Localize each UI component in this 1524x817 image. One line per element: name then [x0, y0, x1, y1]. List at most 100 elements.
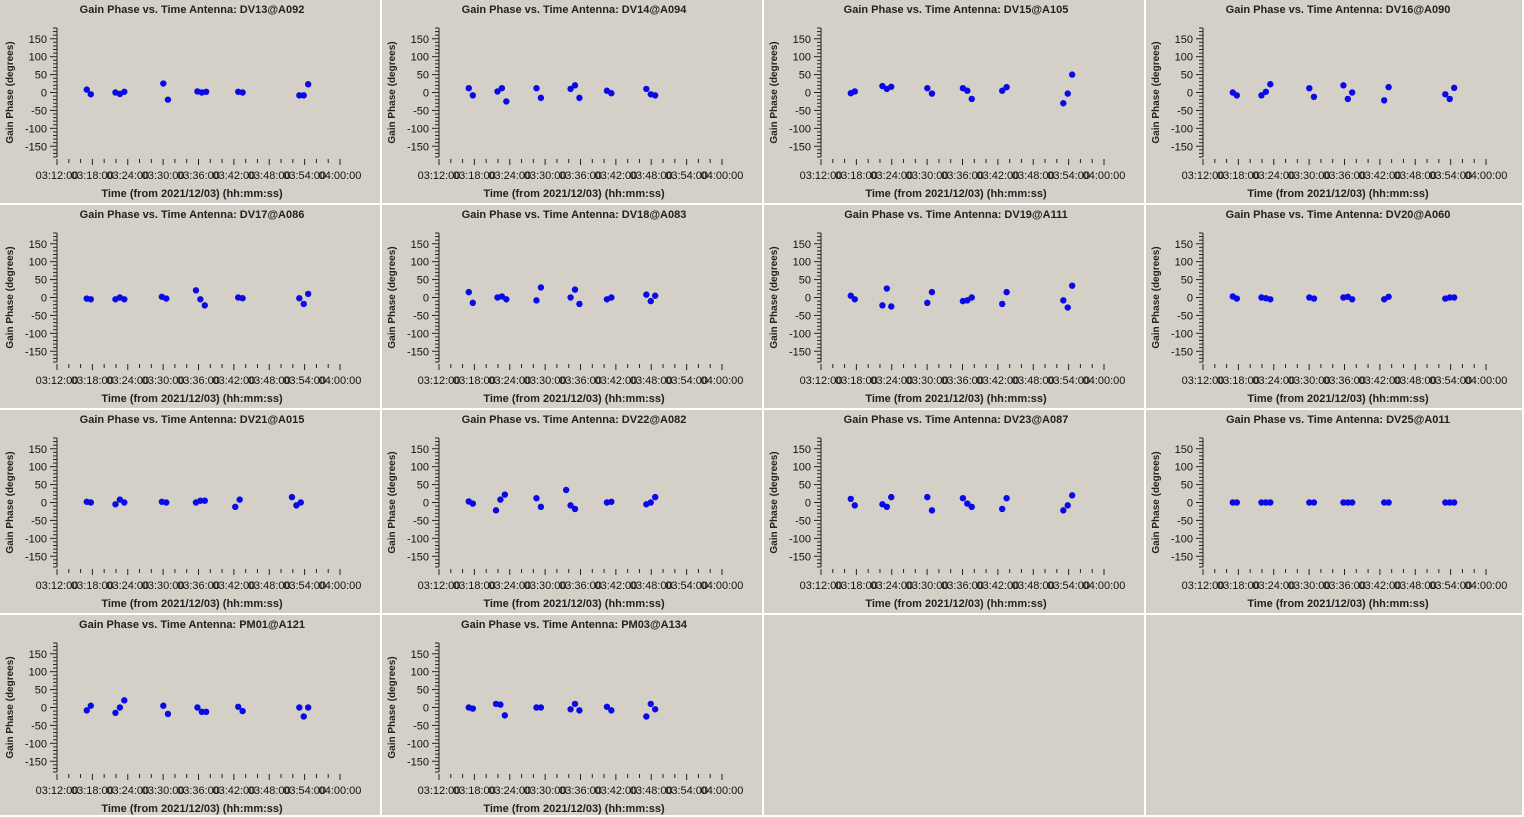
x-tick-label: 03:30:00 [524, 580, 567, 592]
data-point [647, 499, 654, 506]
x-tick-label: 04:00:00 [701, 375, 744, 387]
x-tick-label: 03:54:00 [1047, 170, 1090, 182]
y-tick-label: -150 [789, 141, 811, 153]
chart-panel: Gain Phase vs. Time Antenna: DV16@A090 Ga… [1146, 0, 1524, 205]
x-tick-label: 03:18:00 [1217, 375, 1260, 387]
chart-panel: Gain Phase vs. Time Antenna: DV18@A083 Ga… [382, 205, 764, 410]
y-tick-label: 50 [35, 70, 47, 82]
y-tick-label: 0 [423, 703, 429, 715]
y-tick-label: -50 [795, 310, 811, 322]
data-point [194, 704, 201, 711]
data-point [1064, 304, 1071, 311]
chart-svg: Gain Phase vs. Time Antenna: PM03@A134 Ga… [387, 619, 744, 815]
x-tick-label: 03:24:00 [488, 580, 531, 592]
data-point [492, 507, 500, 514]
x-tick-label: 03:24:00 [488, 170, 531, 182]
data-point [239, 707, 246, 715]
y-tick-label: 150 [29, 444, 47, 456]
data-point [1262, 88, 1270, 95]
x-tick-label: 03:36:00 [941, 580, 984, 592]
x-tick-label: 03:48:00 [248, 785, 291, 797]
x-tick-label: 03:42:00 [212, 580, 255, 592]
data-point [1380, 499, 1388, 506]
data-point [537, 94, 545, 102]
y-tick-label: 100 [793, 52, 811, 64]
y-tick-label: 150 [411, 444, 429, 456]
data-point [571, 505, 579, 513]
data-point [1258, 499, 1265, 506]
data-point [501, 712, 509, 719]
data-point [239, 295, 246, 302]
x-tick-label: 03:30:00 [142, 375, 185, 387]
y-tick-label: -50 [1177, 515, 1193, 527]
x-tick-label: 03:18:00 [453, 170, 496, 182]
x-tick-label: 04:00:00 [701, 785, 744, 797]
x-tick-label: 03:12:00 [418, 785, 461, 797]
data-point [501, 491, 509, 498]
y-tick-label: 150 [1175, 34, 1193, 46]
data-point [964, 87, 971, 94]
data-point [924, 493, 931, 501]
y-tick-label: -50 [413, 720, 429, 732]
data-point [928, 507, 936, 514]
x-tick-label: 03:24:00 [870, 580, 913, 592]
data-point [1064, 502, 1071, 509]
data-point [879, 302, 886, 309]
x-tick-label: 03:54:00 [665, 785, 708, 797]
y-tick-label: 50 [417, 685, 429, 697]
x-tick-label: 03:36:00 [559, 375, 602, 387]
x-tick-label: 03:42:00 [212, 785, 255, 797]
x-axis-label: Time (from 2021/12/03) (hh:mm:ss) [101, 188, 283, 200]
data-point [1233, 295, 1241, 302]
x-tick-label: 03:30:00 [906, 375, 949, 387]
y-tick-label: -100 [25, 738, 47, 750]
y-tick-label: 0 [805, 293, 811, 305]
y-tick-label: 0 [1187, 88, 1193, 100]
data-point [1233, 92, 1241, 99]
x-tick-label: 03:48:00 [630, 170, 673, 182]
data-point [928, 288, 936, 296]
x-axis-label: Time (from 2021/12/03) (hh:mm:ss) [865, 188, 1047, 200]
y-axis-label: Gain Phase (degrees) [5, 246, 16, 348]
chart-panel: Gain Phase vs. Time Antenna: DV14@A094 Ga… [382, 0, 764, 205]
data-point [968, 95, 975, 103]
x-tick-label: 04:00:00 [319, 785, 362, 797]
y-tick-label: -50 [31, 720, 47, 732]
x-tick-label: 04:00:00 [319, 170, 362, 182]
x-tick-label: 03:30:00 [142, 170, 185, 182]
y-tick-label: -150 [25, 756, 47, 768]
x-tick-label: 03:42:00 [976, 170, 1019, 182]
data-point [1450, 84, 1458, 92]
x-tick-label: 03:12:00 [800, 170, 843, 182]
x-tick-label: 03:42:00 [594, 375, 637, 387]
data-point [304, 290, 312, 298]
x-tick-label: 03:24:00 [870, 170, 913, 182]
data-point [1450, 294, 1458, 301]
x-tick-label: 03:48:00 [1394, 375, 1437, 387]
y-axis-label: Gain Phase (degrees) [1151, 246, 1162, 348]
x-tick-label: 03:54:00 [283, 580, 326, 592]
y-tick-label: 100 [1175, 462, 1193, 474]
y-axis-label: Gain Phase (degrees) [387, 656, 398, 758]
chart-svg: Gain Phase vs. Time Antenna: DV16@A090 Ga… [1151, 4, 1507, 200]
x-tick-label: 04:00:00 [701, 170, 744, 182]
y-tick-label: -100 [1171, 123, 1193, 135]
x-tick-label: 03:36:00 [177, 170, 220, 182]
data-point [651, 92, 659, 99]
data-point [87, 499, 95, 506]
data-point [1380, 97, 1388, 104]
data-point [567, 294, 574, 301]
chart-svg: Gain Phase vs. Time Antenna: DV22@A082 Ga… [387, 414, 743, 610]
data-point [1060, 507, 1067, 514]
data-point [469, 299, 477, 307]
data-point [1233, 499, 1241, 506]
x-tick-label: 03:54:00 [1429, 170, 1472, 182]
data-point [164, 710, 172, 718]
x-tick-label: 03:48:00 [1012, 375, 1055, 387]
x-tick-label: 04:00:00 [1465, 580, 1508, 592]
x-tick-label: 04:00:00 [319, 580, 362, 592]
y-tick-label: 150 [29, 34, 47, 46]
y-tick-label: -100 [25, 328, 47, 340]
data-point [608, 294, 615, 301]
y-axis-label: Gain Phase (degrees) [769, 246, 780, 348]
